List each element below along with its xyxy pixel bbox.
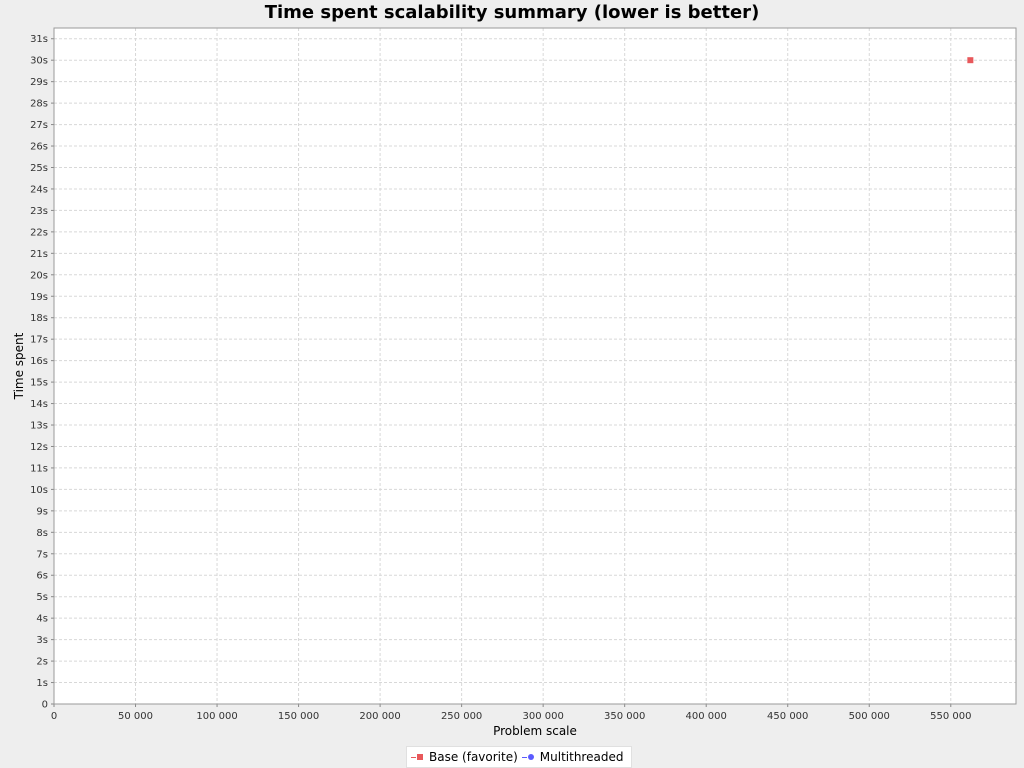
y-tick-label: 31s — [30, 34, 48, 45]
x-tick-label: 200 000 — [359, 711, 400, 722]
y-tick-label: 23s — [30, 206, 48, 217]
data-points — [967, 57, 974, 64]
y-tick-label: 5s — [36, 592, 48, 603]
y-tick-label: 16s — [30, 356, 48, 367]
y-tick-label: 19s — [30, 292, 48, 303]
y-tick-label: 24s — [30, 184, 48, 195]
y-tick-label: 10s — [30, 485, 48, 496]
legend: Base (favorite) Multithreaded — [406, 746, 633, 768]
x-axis-label: Problem scale — [493, 724, 577, 738]
y-tick-label: 21s — [30, 249, 48, 260]
legend-circle-marker-icon — [521, 752, 536, 762]
grid-lines — [54, 28, 1016, 705]
legend-label-base: Base (favorite) — [429, 750, 518, 764]
x-tick-label: 500 000 — [849, 711, 890, 722]
legend-label-multithreaded: Multithreaded — [539, 750, 624, 764]
legend-item-base: Base (favorite) — [411, 750, 518, 764]
x-tick-label: 400 000 — [686, 711, 727, 722]
y-tick-label: 7s — [36, 549, 48, 560]
y-tick-label: 9s — [36, 506, 48, 517]
y-tick-label: 6s — [36, 571, 48, 582]
x-tick-label: 300 000 — [522, 711, 563, 722]
y-tick-label: 15s — [30, 378, 48, 389]
y-tick-label: 4s — [36, 614, 48, 625]
y-tick-label: 26s — [30, 142, 48, 153]
y-tick-label: 13s — [30, 421, 48, 432]
plot-border — [53, 27, 1017, 705]
x-tick-label: 0 — [51, 711, 57, 722]
x-tick-label: 450 000 — [767, 711, 808, 722]
y-tick-label: 1s — [36, 678, 48, 689]
y-tick-label: 30s — [30, 56, 48, 67]
y-tick-label: 0 — [42, 700, 48, 711]
x-tick-label: 550 000 — [930, 711, 971, 722]
x-tick-label: 150 000 — [278, 711, 319, 722]
y-tick-label: 14s — [30, 399, 48, 410]
y-tick-label: 22s — [30, 227, 48, 238]
y-tick-label: 8s — [36, 528, 48, 539]
chart-title: Time spent scalability summary (lower is… — [264, 2, 760, 23]
y-tick-label: 28s — [30, 99, 48, 110]
y-tick-label: 12s — [30, 442, 48, 453]
x-tick-label: 100 000 — [196, 711, 237, 722]
y-axis-label: Time spent — [12, 332, 26, 400]
legend-item-multithreaded: Multithreaded — [521, 750, 624, 764]
data-point-base — [967, 57, 974, 64]
axes: 0 1s 2s 3s 4s 5s 6s 7s 8s 9s 10s 11s 12s 13s 14s 15s 16s… — [30, 27, 1017, 722]
y-tick-label: 18s — [30, 313, 48, 324]
y-tick-label: 11s — [30, 463, 48, 474]
y-tick-label: 2s — [36, 657, 48, 668]
x-tick-label: 50 000 — [118, 711, 153, 722]
y-tick-label: 17s — [30, 335, 48, 346]
y-tick-label: 27s — [30, 120, 48, 131]
legend-square-marker-icon — [411, 752, 425, 762]
y-tick-label: 29s — [30, 77, 48, 88]
plot-area — [54, 28, 1016, 704]
y-tick-label: 20s — [30, 270, 48, 281]
y-tick-label: 3s — [36, 635, 48, 646]
x-tick-label: 350 000 — [604, 711, 645, 722]
y-tick-label: 25s — [30, 163, 48, 174]
x-tick-label: 250 000 — [441, 711, 482, 722]
